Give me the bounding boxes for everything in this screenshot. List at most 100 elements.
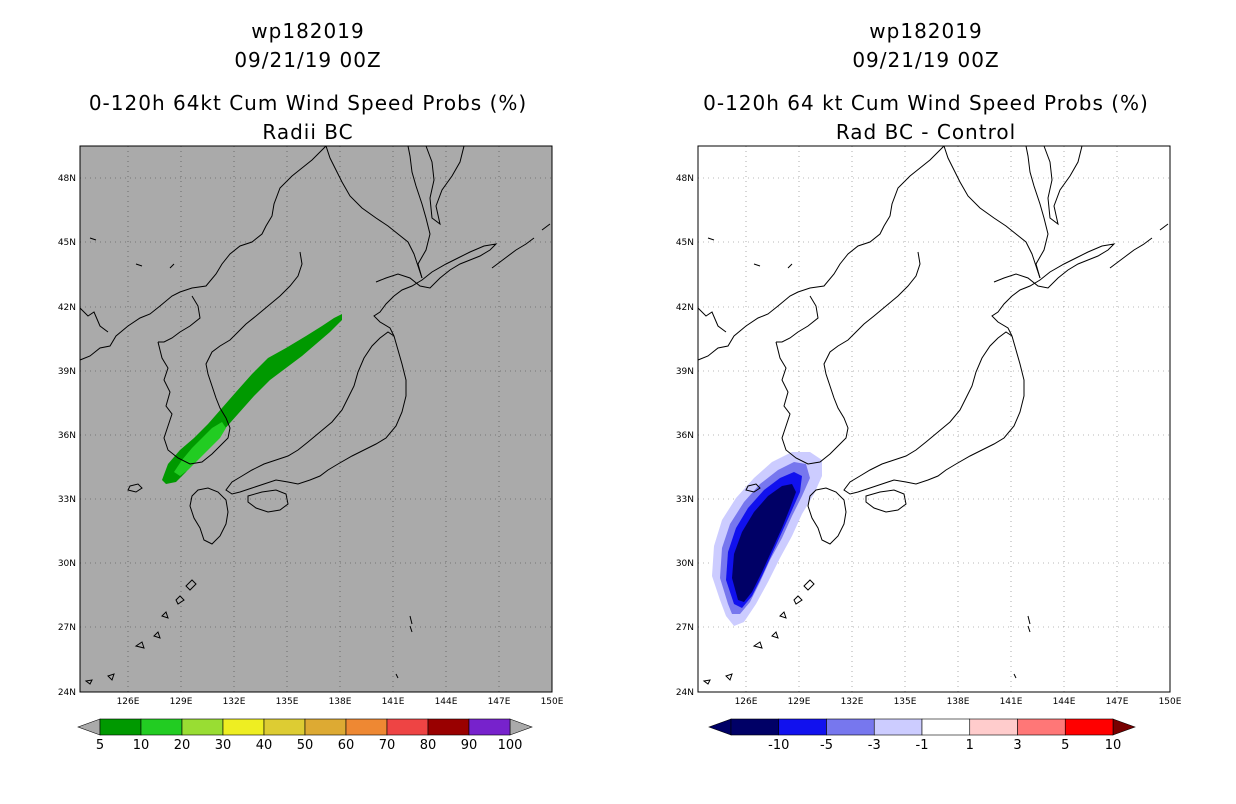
- left-colorbar-label: 70: [379, 738, 396, 753]
- left-colorbar-swatch: [345, 718, 388, 736]
- right-colorbar-label: -1: [916, 738, 929, 753]
- left-lat-labels: 48N 45N 42N 39N 36N 33N 30N 27N 24N: [58, 174, 76, 698]
- left-colorbar-swatch: [304, 718, 347, 736]
- right-colorbar-swatch: [778, 718, 827, 736]
- right-lon-label: 132E: [841, 697, 864, 707]
- right-colorbar-label: 5: [1061, 738, 1069, 753]
- left-lon-label: 129E: [170, 697, 193, 707]
- right-title: 0-120h 64 kt Cum Wind Speed Probs (%): [703, 91, 1149, 115]
- right-colorbar-label: -3: [868, 738, 881, 753]
- left-colorbar-swatch: [263, 718, 306, 736]
- left-title: 0-120h 64kt Cum Wind Speed Probs (%): [89, 91, 527, 115]
- left-lat-label: 48N: [58, 174, 76, 184]
- left-datetime: 09/21/19 00Z: [234, 48, 381, 72]
- right-subtitle: Rad BC - Control: [836, 120, 1016, 144]
- left-colorbar-label: 30: [215, 738, 232, 753]
- right-colorbar-under-arrow: [708, 718, 732, 736]
- left-map-background: [80, 146, 552, 692]
- left-colorbar-label: 20: [174, 738, 191, 753]
- right-lat-label: 42N: [676, 303, 694, 313]
- left-colorbar-over-arrow: [509, 718, 533, 736]
- left-colorbar-swatch: [99, 718, 142, 736]
- left-colorbar-label: 60: [338, 738, 355, 753]
- left-lon-label: 141E: [382, 697, 405, 707]
- right-lon-label: 138E: [947, 697, 970, 707]
- right-lon-label: 126E: [735, 697, 758, 707]
- left-colorbar: 5 10 20 30 40 50 60 70 80 90 100: [77, 718, 533, 753]
- right-map-frame: [697, 145, 1171, 693]
- left-lon-label: 144E: [435, 697, 458, 707]
- left-lat-label: 39N: [58, 367, 76, 377]
- left-lon-label: 132E: [223, 697, 246, 707]
- right-colorbar-over-arrow: [1112, 718, 1136, 736]
- left-lat-label: 36N: [58, 431, 76, 441]
- left-colorbar-swatch: [140, 718, 183, 736]
- right-map-background: [698, 146, 1170, 692]
- left-colorbar-swatch: [222, 718, 265, 736]
- right-colorbar-swatch: [969, 718, 1018, 736]
- left-colorbar-under-arrow: [77, 718, 101, 736]
- right-lon-labels: 126E 129E 132E 135E 138E 141E 144E 147E …: [735, 697, 1182, 707]
- left-colorbar-label: 80: [420, 738, 437, 753]
- left-colorbar-label: 40: [256, 738, 273, 753]
- right-colorbar-swatch: [873, 718, 923, 736]
- left-lat-label: 24N: [58, 688, 76, 698]
- left-colorbar-label: 50: [297, 738, 314, 753]
- left-lat-label: 30N: [58, 559, 76, 569]
- right-lon-label: 144E: [1053, 697, 1076, 707]
- left-lon-label: 138E: [329, 697, 352, 707]
- left-map: [79, 145, 553, 693]
- left-subtitle: Radii BC: [262, 120, 353, 144]
- left-lon-label: 135E: [276, 697, 299, 707]
- left-colorbar-label: 100: [498, 738, 523, 753]
- right-lat-label: 33N: [676, 495, 694, 505]
- left-lon-label: 150E: [541, 697, 564, 707]
- right-colorbar-label: -10: [768, 738, 789, 753]
- right-colorbar-swatch: [730, 718, 780, 736]
- right-colorbar-swatch: [1017, 718, 1066, 736]
- right-lat-label: 30N: [676, 559, 694, 569]
- right-colorbar-swatch: [826, 718, 875, 736]
- left-colorbar-label: 5: [96, 738, 104, 753]
- right-colorbar-label: -5: [820, 738, 833, 753]
- left-lat-label: 27N: [58, 623, 76, 633]
- right-lon-label: 135E: [894, 697, 917, 707]
- right-colorbar-swatch: [1064, 718, 1114, 736]
- left-panel: wp182019 09/21/19 00Z 0-120h 64kt Cum Wi…: [58, 19, 564, 753]
- left-lon-labels: 126E 129E 132E 135E 138E 141E 144E 147E …: [117, 697, 564, 707]
- right-lon-label: 141E: [1000, 697, 1023, 707]
- left-colorbar-label: 10: [133, 738, 150, 753]
- right-lon-label: 150E: [1159, 697, 1182, 707]
- right-lat-label: 45N: [676, 238, 694, 248]
- left-lat-label: 42N: [58, 303, 76, 313]
- right-colorbar-label: 10: [1105, 738, 1122, 753]
- left-colorbar-swatch: [386, 718, 429, 736]
- left-gridlines: [80, 146, 552, 692]
- right-lat-label: 39N: [676, 367, 694, 377]
- right-colorbar-label: 3: [1013, 738, 1021, 753]
- right-lon-label: 147E: [1106, 697, 1129, 707]
- right-storm-id: wp182019: [869, 19, 982, 43]
- right-lon-label: 129E: [788, 697, 811, 707]
- left-lat-label: 33N: [58, 495, 76, 505]
- right-colorbar: -10 -5 -3 -1 1 3 5 10: [708, 718, 1136, 753]
- left-colorbar-swatch: [181, 718, 224, 736]
- right-lat-label: 48N: [676, 174, 694, 184]
- right-lat-label: 24N: [676, 688, 694, 698]
- left-colorbar-swatch: [427, 718, 470, 736]
- right-lat-labels: 48N 45N 42N 39N 36N 33N 30N 27N 24N: [676, 174, 694, 698]
- right-colorbar-swatch: [921, 718, 971, 736]
- right-lat-label: 27N: [676, 623, 694, 633]
- right-datetime: 09/21/19 00Z: [852, 48, 999, 72]
- left-colorbar-label: 90: [461, 738, 478, 753]
- left-lat-label: 45N: [58, 238, 76, 248]
- left-lon-label: 126E: [117, 697, 140, 707]
- left-storm-id: wp182019: [251, 19, 364, 43]
- right-map: [697, 145, 1171, 693]
- right-colorbar-label: 1: [966, 738, 974, 753]
- left-lon-label: 147E: [488, 697, 511, 707]
- left-colorbar-swatch: [468, 718, 511, 736]
- right-lat-label: 36N: [676, 431, 694, 441]
- right-panel: wp182019 09/21/19 00Z 0-120h 64 kt Cum W…: [676, 19, 1182, 753]
